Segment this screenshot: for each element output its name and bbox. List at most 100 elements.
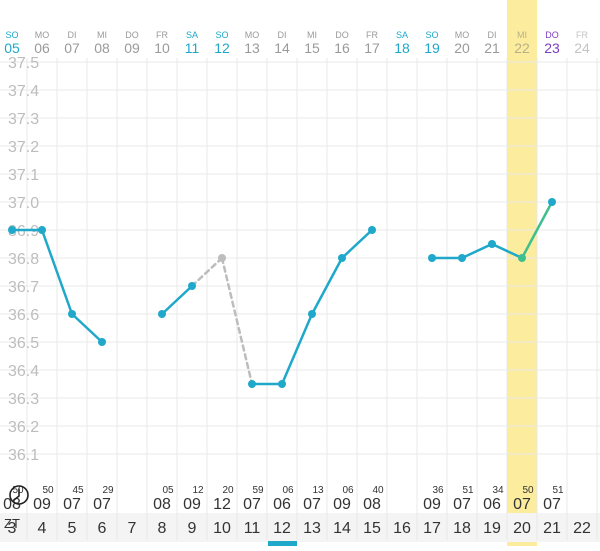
- day-date-label: 10: [154, 40, 170, 56]
- day-date-label: 20: [454, 40, 470, 56]
- time-minute-label: 06: [282, 485, 294, 496]
- temperature-point[interactable]: [488, 240, 496, 248]
- day-date-label: 13: [244, 40, 260, 56]
- temperature-point[interactable]: [8, 226, 16, 234]
- time-minute-label: 40: [372, 485, 384, 496]
- day-date-label: 16: [334, 40, 350, 56]
- temperature-point[interactable]: [458, 254, 466, 262]
- time-hour-label: 08: [153, 496, 171, 513]
- day-of-week-label: MO: [245, 30, 260, 40]
- day-of-week-label: FR: [576, 30, 588, 40]
- cycle-day-label: 7: [128, 520, 137, 537]
- clock-icon-ring: [9, 485, 29, 505]
- y-tick-label: 36.2: [8, 419, 39, 436]
- temperature-point[interactable]: [158, 310, 166, 318]
- temperature-point[interactable]: [428, 254, 436, 262]
- time-hour-label: 07: [63, 496, 81, 513]
- time-hour-label: 07: [93, 496, 111, 513]
- time-hour-label: 09: [33, 496, 51, 513]
- cycle-day-label: 5: [68, 520, 77, 537]
- temperature-point[interactable]: [338, 254, 346, 262]
- day-date-label: 21: [484, 40, 500, 56]
- scroll-position-indicator[interactable]: [268, 541, 297, 546]
- time-minute-label: 34: [492, 485, 504, 496]
- time-minute-label: 12: [192, 485, 204, 496]
- time-hour-label: 07: [513, 496, 531, 513]
- time-minute-label: 50: [42, 485, 54, 496]
- temperature-point[interactable]: [248, 380, 256, 388]
- temperature-point[interactable]: [308, 310, 316, 318]
- day-of-week-label: SO: [215, 30, 228, 40]
- temperature-point[interactable]: [548, 198, 556, 206]
- y-tick-label: 37.0: [8, 195, 39, 212]
- selected-day-highlight: [507, 0, 537, 546]
- time-minute-label: 13: [312, 485, 324, 496]
- temperature-point[interactable]: [188, 282, 196, 290]
- day-of-week-label: SA: [396, 30, 408, 40]
- temperature-line-segment: [160, 284, 194, 316]
- time-minute-label: 45: [72, 485, 84, 496]
- time-hour-label: 07: [543, 496, 561, 513]
- day-date-label: 15: [304, 40, 320, 56]
- time-minute-label: 20: [222, 485, 234, 496]
- cycle-day-label: 16: [393, 520, 411, 537]
- y-tick-label: 36.8: [8, 251, 39, 268]
- cycle-day-label: 21: [543, 520, 561, 537]
- temperature-line-segment: [40, 228, 74, 316]
- temperature-point[interactable]: [518, 254, 526, 262]
- y-tick-label: 37.2: [8, 139, 39, 156]
- day-of-week-label: MI: [307, 30, 317, 40]
- y-tick-label: 37.3: [8, 111, 39, 128]
- temperature-point[interactable]: [98, 338, 106, 346]
- temperature-line-segment: [460, 242, 494, 260]
- cycle-day-label: 4: [38, 520, 47, 537]
- temperature-line-segment: [280, 312, 314, 386]
- cycle-day-label: 11: [244, 520, 261, 537]
- day-date-label: 08: [94, 40, 110, 56]
- temperature-point[interactable]: [368, 226, 376, 234]
- day-date-label: 24: [574, 40, 590, 56]
- y-tick-label: 36.5: [8, 335, 39, 352]
- day-date-label: 12: [214, 40, 230, 56]
- day-date-label: 17: [364, 40, 380, 56]
- temperature-point[interactable]: [68, 310, 76, 318]
- temperature-point[interactable]: [218, 254, 226, 262]
- day-of-week-label: DO: [335, 30, 349, 40]
- day-of-week-label: DI: [278, 30, 287, 40]
- day-of-week-label: MO: [35, 30, 50, 40]
- cycle-day-label: 12: [273, 520, 291, 537]
- y-tick-label: 36.4: [8, 363, 39, 380]
- clock-icon: [9, 485, 29, 505]
- cycle-day-label: 6: [98, 520, 107, 537]
- temperature-point[interactable]: [38, 226, 46, 234]
- cycle-day-bar: [0, 513, 600, 542]
- time-hour-label: 09: [423, 496, 441, 513]
- temperature-point[interactable]: [278, 380, 286, 388]
- temperature-line-segment: [340, 228, 374, 260]
- day-of-week-label: SA: [186, 30, 198, 40]
- time-minute-label: 05: [162, 485, 174, 496]
- time-hour-label: 07: [243, 496, 261, 513]
